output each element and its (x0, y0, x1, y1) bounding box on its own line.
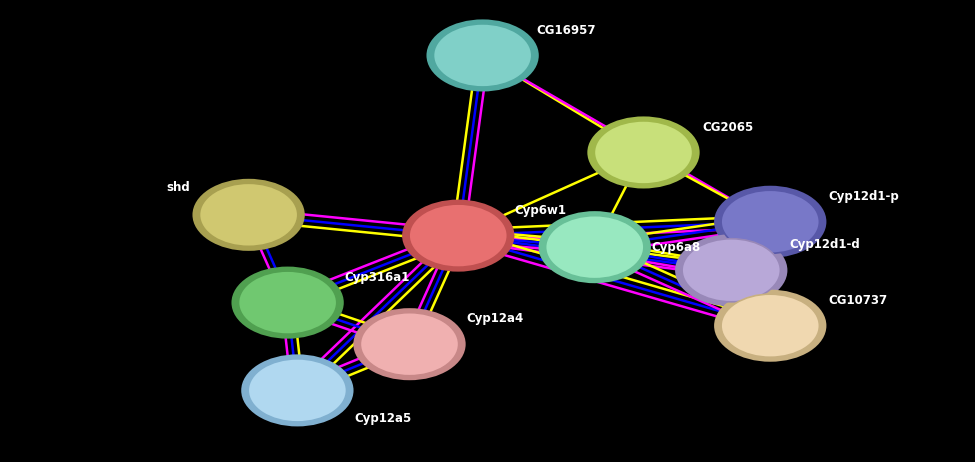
Text: CG2065: CG2065 (702, 121, 754, 134)
Ellipse shape (192, 179, 305, 251)
Ellipse shape (402, 200, 515, 272)
Ellipse shape (200, 183, 297, 246)
Ellipse shape (722, 190, 819, 253)
Text: shd: shd (167, 181, 190, 194)
Text: Cyp6w1: Cyp6w1 (515, 204, 566, 217)
Ellipse shape (353, 308, 466, 380)
Ellipse shape (587, 116, 700, 188)
Ellipse shape (714, 186, 827, 258)
Ellipse shape (595, 121, 692, 184)
Text: Cyp12d1-p: Cyp12d1-p (829, 190, 900, 203)
Text: Cyp12d1-d: Cyp12d1-d (790, 238, 861, 251)
Ellipse shape (434, 24, 531, 87)
Text: Cyp12a5: Cyp12a5 (354, 412, 411, 425)
Text: CG10737: CG10737 (829, 294, 888, 307)
Ellipse shape (426, 19, 539, 91)
Text: Cyp12a4: Cyp12a4 (466, 312, 524, 325)
Ellipse shape (231, 267, 344, 339)
Text: CG16957: CG16957 (536, 24, 596, 36)
Text: Cyp316a1: Cyp316a1 (344, 271, 409, 284)
Ellipse shape (722, 294, 819, 357)
Ellipse shape (241, 354, 354, 426)
Ellipse shape (714, 290, 827, 362)
Ellipse shape (682, 239, 780, 302)
Text: Cyp6a8: Cyp6a8 (651, 241, 701, 254)
Ellipse shape (249, 359, 346, 422)
Ellipse shape (410, 204, 507, 267)
Ellipse shape (546, 216, 644, 279)
Ellipse shape (538, 211, 651, 283)
Ellipse shape (675, 234, 788, 306)
Ellipse shape (239, 271, 336, 334)
Ellipse shape (361, 313, 458, 376)
